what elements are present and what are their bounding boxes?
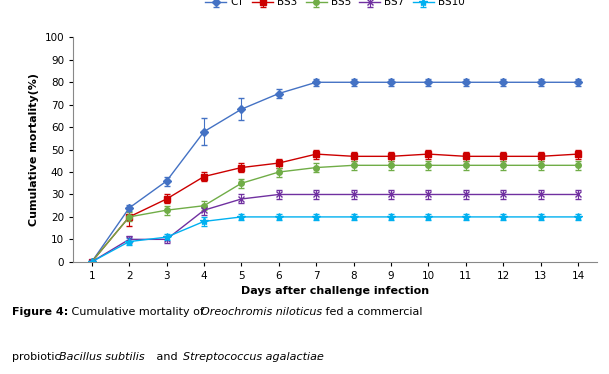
Text: .: .	[315, 352, 319, 362]
Text: Oreochromis niloticus: Oreochromis niloticus	[201, 307, 322, 317]
X-axis label: Days after challenge infection: Days after challenge infection	[241, 286, 429, 296]
Text: fed a commercial: fed a commercial	[322, 307, 422, 317]
Y-axis label: Cumulative mortality(%): Cumulative mortality(%)	[29, 73, 39, 226]
Text: Bacillus subtilis: Bacillus subtilis	[59, 352, 145, 362]
Text: Streptococcus agalactiae: Streptococcus agalactiae	[183, 352, 323, 362]
Text: probiotic: probiotic	[12, 352, 65, 362]
Text: and: and	[153, 352, 181, 362]
Legend: CT, BS3, BS5, BS7, BS10: CT, BS3, BS5, BS7, BS10	[201, 0, 469, 12]
Text: Cumulative mortality of: Cumulative mortality of	[68, 307, 208, 317]
Text: Figure 4:: Figure 4:	[12, 307, 68, 317]
